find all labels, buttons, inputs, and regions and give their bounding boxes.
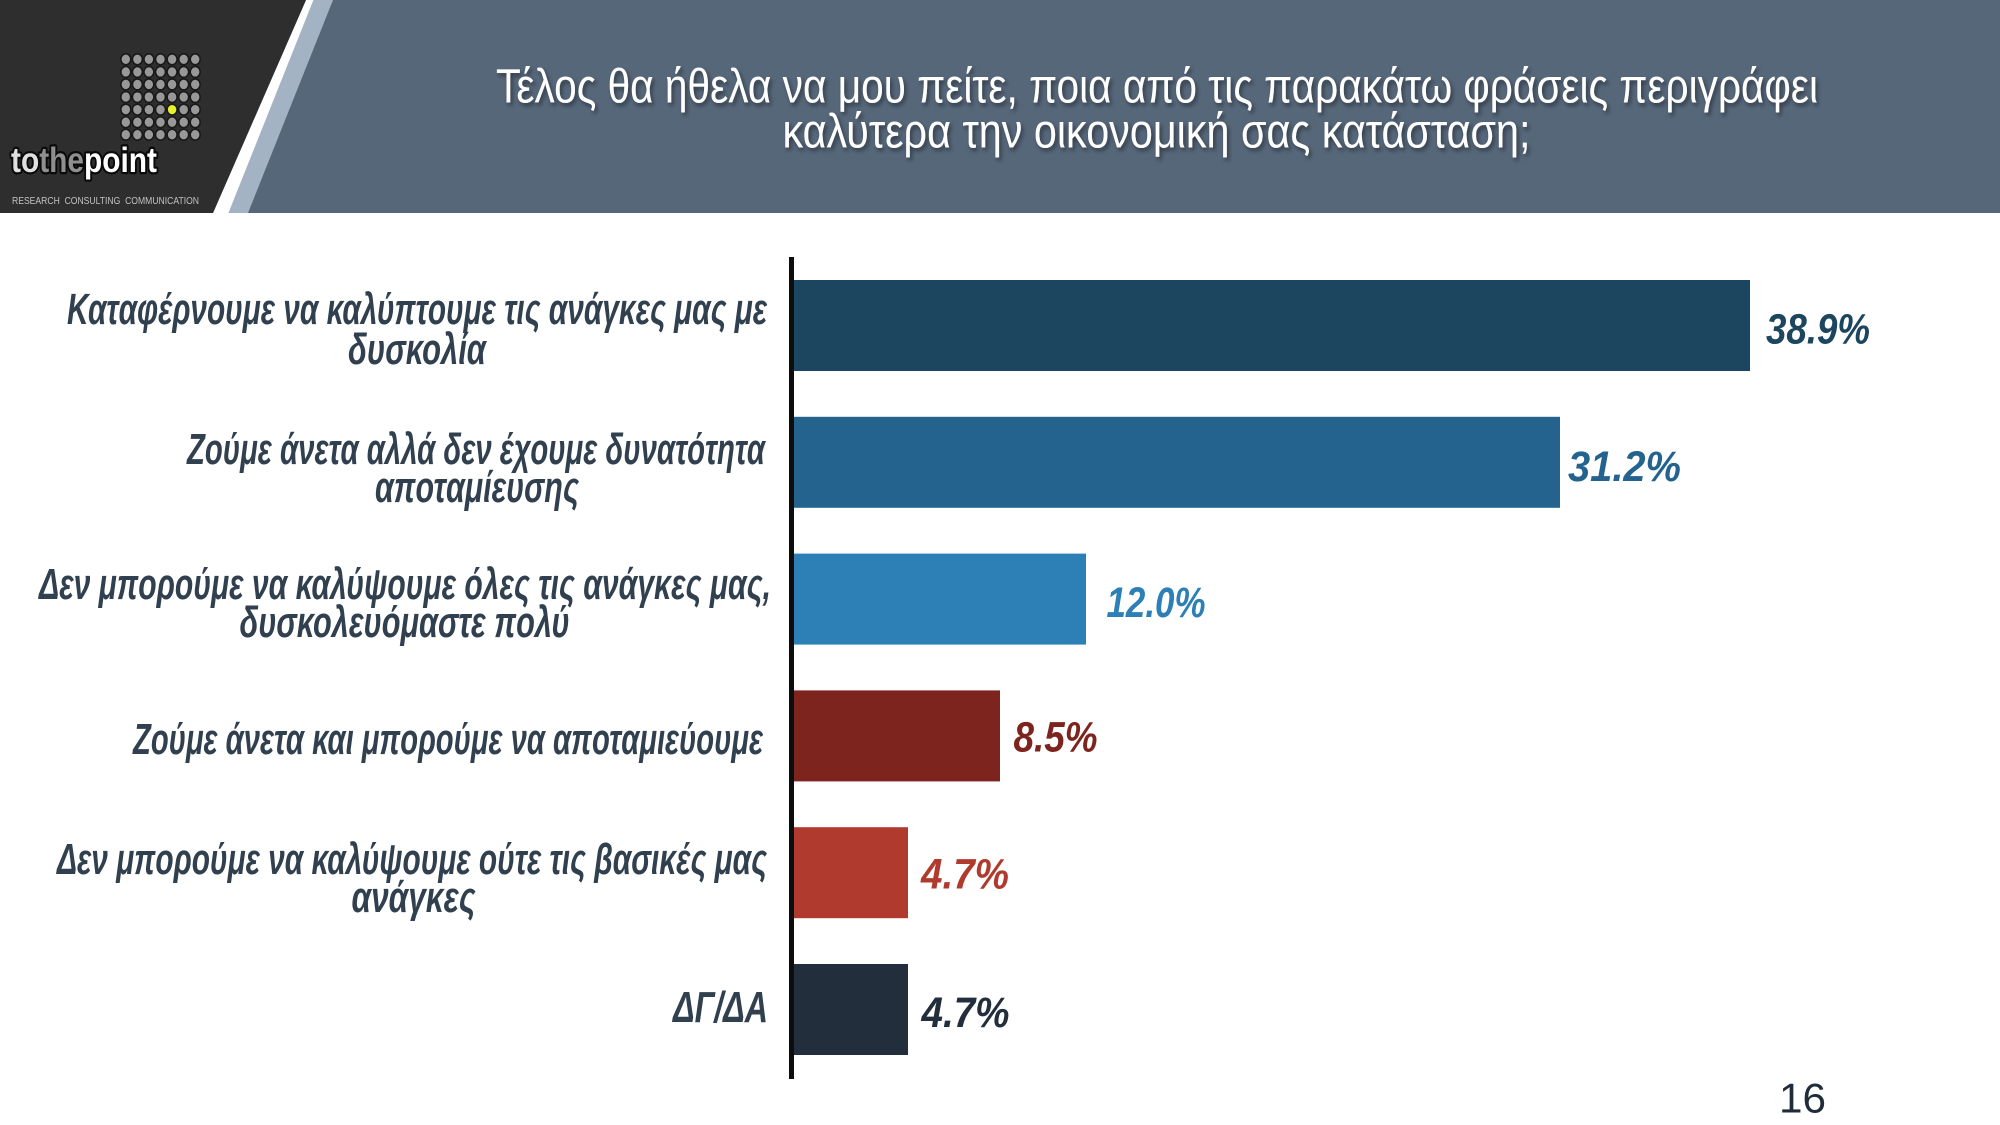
svg-text:tothepoint: tothepoint [11, 141, 157, 180]
svg-text:Τέλος θα ήθελα να μου πείτε, π: Τέλος θα ήθελα να μου πείτε, ποια από τι… [496, 61, 1818, 114]
svg-text:31.2%: 31.2% [1568, 443, 1681, 491]
svg-text:Δεν μπορούμε να καλύψουμε όλες: Δεν μπορούμε να καλύψουμε όλες τις ανάγκ… [38, 560, 771, 609]
svg-text:4.7%: 4.7% [920, 851, 1009, 899]
svg-text:δυσκολευόμαστε πολύ: δυσκολευόμαστε πολύ [240, 598, 570, 647]
svg-text:αποταμίευσης: αποταμίευσης [375, 463, 579, 512]
svg-text:Ζούμε άνετα και μπορούμε να απ: Ζούμε άνετα και μπορούμε να αποταμιεύουμ… [132, 715, 764, 764]
svg-text:δυσκολία: δυσκολία [348, 325, 487, 374]
svg-text:ανάγκες: ανάγκες [352, 873, 476, 922]
svg-text:Ζούμε άνετα αλλά δεν έχουμε δυ: Ζούμε άνετα αλλά δεν έχουμε δυνατότητα [186, 425, 766, 474]
svg-text:16: 16 [1779, 1075, 1826, 1122]
svg-text:Καταφέρνουμε να καλύπτουμε τις: Καταφέρνουμε να καλύπτουμε τις ανάγκες μ… [67, 285, 768, 334]
svg-text:ΔΓ/ΔΑ: ΔΓ/ΔΑ [672, 983, 768, 1032]
svg-text:καλύτερα την οικονομική σας κα: καλύτερα την οικονομική σας κατάσταση; [783, 106, 1531, 159]
svg-text:8.5%: 8.5% [1014, 714, 1098, 762]
svg-text:12.0%: 12.0% [1107, 579, 1206, 627]
svg-text:38.9%: 38.9% [1766, 306, 1870, 354]
svg-text:RESEARCH CONSULTING COMMUNIC: RESEARCH CONSULTING COMMUNICATION [12, 196, 199, 207]
svg-text:Δεν μπορούμε να καλύψουμε ούτε: Δεν μπορούμε να καλύψουμε ούτε τις βασικ… [56, 835, 768, 884]
svg-text:4.7%: 4.7% [921, 989, 1010, 1037]
